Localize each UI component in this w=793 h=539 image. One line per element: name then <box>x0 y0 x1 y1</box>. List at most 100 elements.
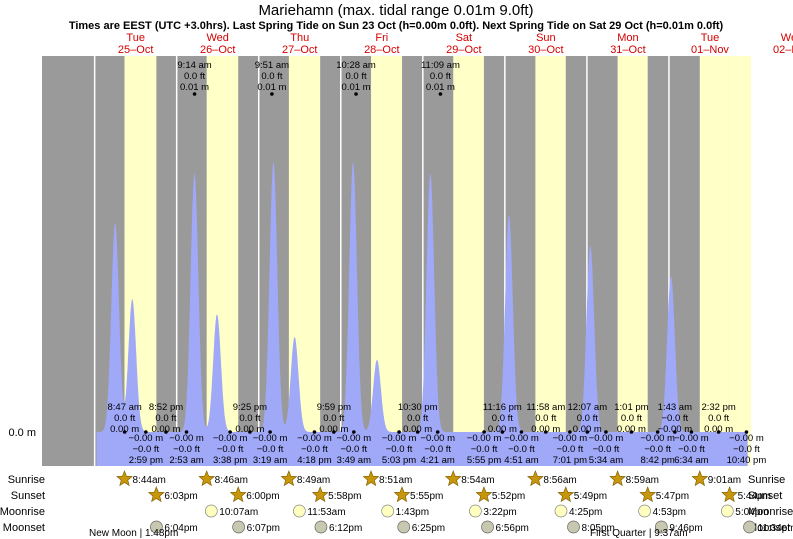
tide-label-meters: 0.00 m <box>573 424 602 435</box>
tide-label-time: 1:01 pm <box>614 402 648 413</box>
tide-label-feet: 0.0 ft <box>114 413 135 424</box>
day-name: Wed <box>207 32 229 44</box>
moonrise-icon <box>381 504 395 518</box>
sunset-marker: 5:44pm <box>721 486 771 503</box>
tide-label-time: 9:14 am <box>177 60 211 71</box>
tide-label-feet: −0.0 ft <box>257 444 284 455</box>
moon-phase-first-quarter: First Quarter | 9:37am <box>590 528 688 539</box>
tide-label: 10:30 pm0.0 ft0.00 m <box>398 402 438 435</box>
sunset-time: 5:44pm <box>738 491 771 502</box>
day-date: 30–Oct <box>528 44 563 56</box>
moonset-time: 6:25pm <box>412 523 445 534</box>
sunrise-time: 8:46am <box>215 475 248 486</box>
sunset-time: 5:58pm <box>328 491 361 502</box>
tide-point <box>500 430 505 434</box>
sunrise-time: 8:56am <box>543 475 576 486</box>
moonrise-time: 11:53am <box>307 507 345 518</box>
sunrise-time: 8:59am <box>626 475 659 486</box>
tide-label: −0.00 m−0.0 ft8:42 pm <box>640 430 675 466</box>
row-label-right: Moonset <box>748 522 790 534</box>
tide-point <box>228 430 232 434</box>
daylight-band <box>535 56 566 466</box>
tide-point <box>164 430 168 434</box>
daylight-band <box>729 56 751 466</box>
moonrise-time: 4:53pm <box>653 507 686 518</box>
tide-label: −0.00 m−0.0 ft3:49 am <box>337 430 372 466</box>
tide-label-time: 5:03 pm <box>382 455 416 466</box>
tide-label-feet: −0.0 ft <box>644 444 671 455</box>
tide-label-time: 9:59 pm <box>317 402 351 413</box>
sunset-time: 5:52pm <box>492 491 525 502</box>
tide-point <box>415 430 420 434</box>
moonrise-marker: 4:25pm <box>554 504 602 518</box>
sunrise-time: 8:51am <box>379 475 412 486</box>
sunrise-marker: 9:01am <box>691 470 741 487</box>
tide-point <box>122 430 127 434</box>
tide-label-meters: 0.01 m <box>257 82 286 93</box>
day-date: 27–Oct <box>282 44 317 56</box>
moonset-icon <box>150 520 163 534</box>
tide-point <box>332 430 336 434</box>
sun-icon <box>116 470 133 487</box>
tide-label-time: 4:21 am <box>421 455 455 466</box>
sun-icon <box>639 486 657 503</box>
tide-label-meters: −0.00 m <box>253 433 288 444</box>
tide-label: 1:43 am−0.0 ft−0.00 m <box>658 402 693 435</box>
sunrise-marker: 8:44am <box>116 470 166 487</box>
day-name: Sun <box>536 32 556 44</box>
row-label-left: Moonrise <box>0 506 45 518</box>
tide-label-feet: 0.0 ft <box>345 71 366 82</box>
tide-label-meters: −0.00 m <box>337 433 372 444</box>
tide-label-feet: 0.0 ft <box>184 71 205 82</box>
tide-label: −0.00 m−0.0 ft4:21 am <box>420 430 455 466</box>
tide-labels: 9:14 am0.0 ft0.01 m9:51 am0.0 ft0.01 m10… <box>107 60 766 466</box>
tide-label-feet: 0.0 ft <box>261 71 282 82</box>
sun-icon <box>475 486 493 503</box>
tide-label-feet: −0.0 ft <box>340 444 367 455</box>
sun-icon <box>280 470 298 487</box>
tide-point <box>438 92 443 96</box>
tide-point <box>543 430 548 434</box>
sun-icon <box>609 470 626 487</box>
day-name: Thu <box>290 32 309 44</box>
tide-label: 1:01 pm0.0 ft0.00 m <box>614 402 648 435</box>
tide-label: 11:09 am0.0 ft0.01 m <box>421 60 460 96</box>
tide-label-feet: −0.0 ft <box>133 444 160 455</box>
tide-curve <box>96 162 748 466</box>
tide-label-meters: −0.00 m <box>553 433 588 444</box>
tide-label: −0.00 m−0.0 ft2:59 pm <box>129 430 163 466</box>
tide-label-feet: 0.0 ft <box>239 413 260 424</box>
tide-label-time: 6:34 am <box>674 455 708 466</box>
moonset-icon <box>397 520 411 534</box>
day-date: 31–Oct <box>610 44 645 56</box>
moonset-marker: 6:04pm <box>150 520 198 534</box>
row-label-left: Sunset <box>11 490 45 502</box>
moonset-time: 9:46pm <box>669 523 702 534</box>
moonset-marker: 9:46pm <box>654 520 703 534</box>
day-labels: Tue25–OctWed26–OctThu27–OctFri28–OctSat2… <box>118 32 793 56</box>
sunset-marker: 5:52pm <box>475 486 525 503</box>
tide-label: −0.00 m−0.0 ft5:34 am <box>589 430 623 466</box>
tide-label-time: 9:25 pm <box>233 402 267 413</box>
tide-label-feet: −0.0 ft <box>678 444 705 455</box>
tide-label: 10:28 am0.0 ft0.01 m <box>336 60 376 96</box>
sun-icon <box>691 470 709 487</box>
tide-label-feet: −0.0 ft <box>173 444 200 455</box>
moonset-marker: 11:34pm <box>743 520 793 534</box>
moonset-time: 11:34pm <box>758 523 793 534</box>
daylight-band <box>699 56 730 466</box>
tide-point <box>585 430 590 434</box>
tide-label: 8:47 am0.0 ft0.00 m <box>107 402 141 435</box>
sunset-time: 5:47pm <box>656 491 689 502</box>
tide-label-time: 4:18 pm <box>297 455 331 466</box>
tide-label-time: 11:16 pm <box>483 402 522 413</box>
tide-label-feet: −0.0 ft <box>661 413 688 424</box>
tide-point <box>519 430 524 434</box>
sunrise-time: 8:44am <box>132 475 165 486</box>
moonrise-marker: 4:53pm <box>638 504 686 518</box>
tide-label-feet: −0.0 ft <box>733 444 760 455</box>
tide-point <box>184 430 189 434</box>
sunrise-marker: 8:59am <box>609 470 659 487</box>
tide-label-feet: 0.0 ft <box>708 413 729 424</box>
